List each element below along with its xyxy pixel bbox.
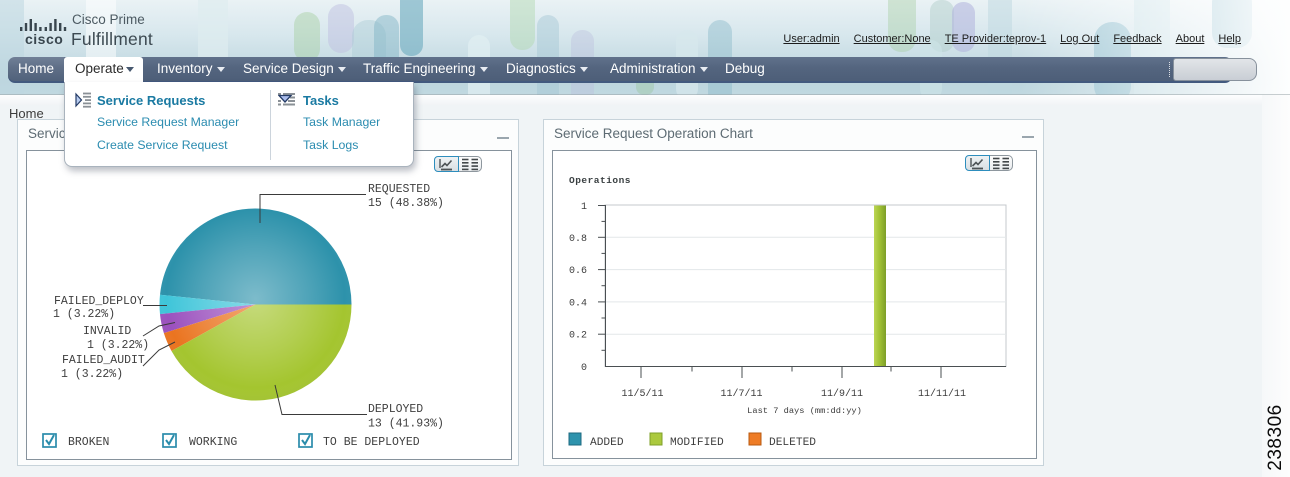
svg-text:0.6: 0.6 xyxy=(569,266,587,277)
svg-text:0.8: 0.8 xyxy=(569,234,587,245)
svg-text:0: 0 xyxy=(581,363,587,374)
svg-text:MODIFIED: MODIFIED xyxy=(670,437,724,449)
svg-text:Last 7 days (mm:dd:yy): Last 7 days (mm:dd:yy) xyxy=(747,406,862,416)
svg-text:TO BE DEPLOYED: TO BE DEPLOYED xyxy=(323,436,420,449)
svg-text:FAILED_AUDIT: FAILED_AUDIT xyxy=(62,354,145,367)
svg-text:11/9/11: 11/9/11 xyxy=(821,388,863,400)
svg-text:1 (3.22%): 1 (3.22%) xyxy=(53,308,115,321)
svg-text:DELETED: DELETED xyxy=(769,437,816,449)
svg-text:13 (41.93%): 13 (41.93%) xyxy=(368,418,444,431)
svg-text:BROKEN: BROKEN xyxy=(68,436,109,449)
svg-text:DEPLOYED: DEPLOYED xyxy=(368,403,423,416)
svg-text:REQUESTED: REQUESTED xyxy=(368,183,430,196)
svg-text:Operations: Operations xyxy=(569,175,631,186)
svg-text:WORKING: WORKING xyxy=(189,436,237,449)
svg-text:0.2: 0.2 xyxy=(569,331,587,342)
svg-text:11/7/11: 11/7/11 xyxy=(720,388,762,400)
svg-text:1 (3.22%): 1 (3.22%) xyxy=(61,368,123,381)
svg-text:11/11/11: 11/11/11 xyxy=(918,388,966,400)
svg-text:0.4: 0.4 xyxy=(569,298,587,309)
svg-text:FAILED_DEPLOY: FAILED_DEPLOY xyxy=(54,295,144,308)
svg-text:11/5/11: 11/5/11 xyxy=(621,388,663,400)
svg-text:ADDED: ADDED xyxy=(590,437,624,449)
svg-text:1 (3.22%): 1 (3.22%) xyxy=(87,339,149,352)
svg-text:1: 1 xyxy=(581,202,587,213)
svg-text:INVALID: INVALID xyxy=(83,325,131,338)
svg-text:15 (48.38%): 15 (48.38%) xyxy=(368,197,444,210)
